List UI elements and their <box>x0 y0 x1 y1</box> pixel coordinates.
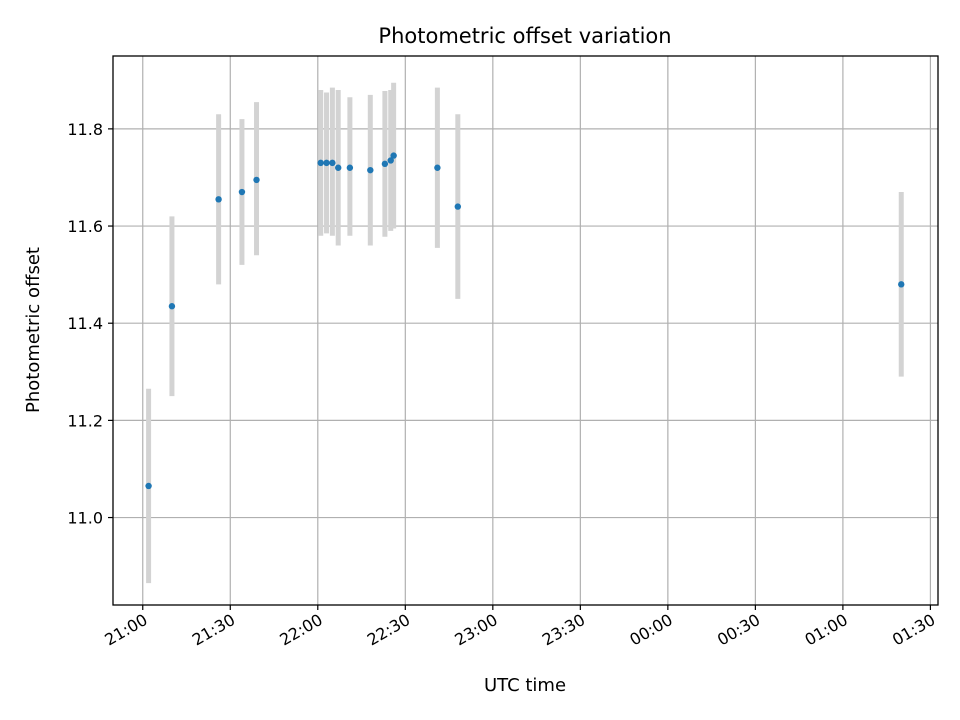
data-point <box>387 157 394 164</box>
y-tick-label: 11.4 <box>67 314 103 333</box>
data-point <box>238 188 246 196</box>
y-tick-label: 11.2 <box>67 411 103 430</box>
data-point <box>390 152 397 159</box>
data-point <box>898 281 905 288</box>
y-tick-label: 11.0 <box>67 509 103 528</box>
grid <box>113 56 938 605</box>
y-axis-ticks: 11.0 11.2 11.4 11.6 11.8 <box>67 120 113 528</box>
data-point <box>215 196 222 203</box>
data-points <box>145 152 905 490</box>
data-point <box>381 160 389 168</box>
x-axis-label: UTC time <box>484 675 566 696</box>
data-point <box>346 164 354 171</box>
y-axis-label: Photometric offset <box>23 247 44 413</box>
y-tick-label: 11.8 <box>67 120 103 139</box>
data-point <box>317 159 324 167</box>
data-point <box>145 482 152 490</box>
plot-frame <box>112 55 939 606</box>
data-point <box>168 303 176 310</box>
data-point <box>253 176 260 184</box>
data-point <box>454 203 462 210</box>
data-point <box>329 159 336 167</box>
data-point <box>367 166 374 174</box>
y-tick-label: 11.6 <box>67 217 103 236</box>
data-point <box>434 164 441 171</box>
chart-title: Photometric offset variation <box>378 24 671 48</box>
data-point <box>323 159 330 167</box>
data-point <box>335 164 342 171</box>
